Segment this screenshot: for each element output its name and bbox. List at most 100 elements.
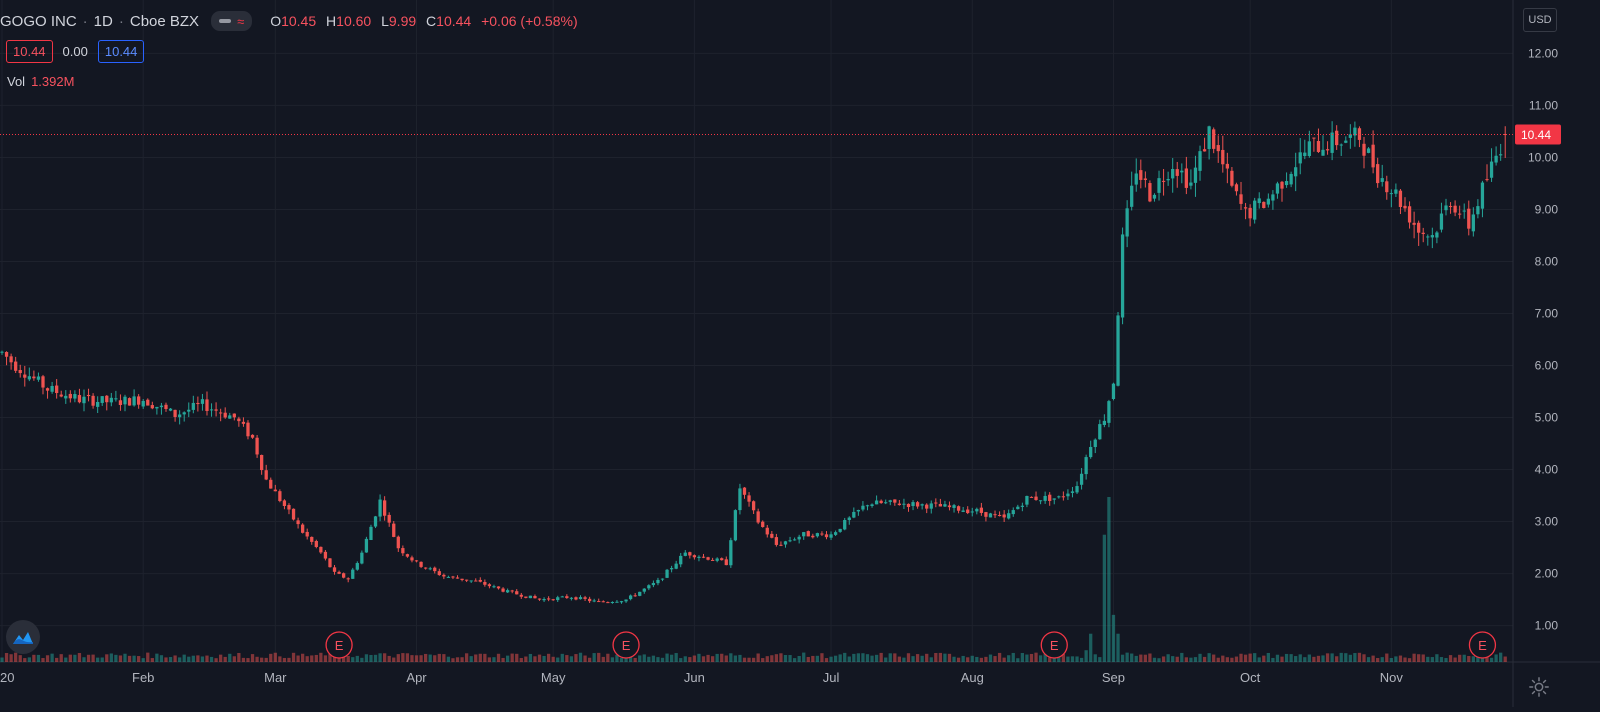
candle-body — [360, 552, 364, 564]
volume-bar — [505, 655, 510, 662]
candle-body — [792, 539, 797, 541]
volume-bar — [219, 654, 223, 662]
volume-bar — [246, 658, 250, 662]
volume-bar — [1467, 656, 1471, 662]
volume-bar — [569, 656, 574, 662]
candle-body — [1266, 198, 1270, 205]
candle-body — [1503, 134, 1507, 136]
volume-bar — [105, 654, 109, 662]
legend-toggle-button[interactable]: ≈ — [211, 11, 253, 31]
volume-bar — [833, 655, 838, 662]
earnings-marker — [1040, 631, 1068, 659]
candle-body — [1234, 184, 1239, 192]
candle-body — [925, 504, 929, 509]
candle-body — [1216, 145, 1220, 152]
candle-body — [984, 512, 988, 517]
tradingview-logo-icon[interactable] — [6, 620, 40, 654]
candle-body — [246, 422, 250, 437]
volume-bar — [223, 656, 227, 662]
volume-bar — [1066, 656, 1070, 662]
candle-body — [260, 454, 264, 471]
candle-body — [77, 395, 82, 403]
candle-body — [1020, 505, 1025, 507]
candle-body — [105, 395, 109, 403]
volume-bar — [423, 653, 428, 662]
volume-bar — [556, 657, 560, 662]
candle-body — [501, 588, 505, 592]
candle-body — [1385, 181, 1389, 193]
candle-body — [1107, 401, 1111, 423]
candle-body — [729, 540, 733, 566]
volume-bar — [1189, 657, 1193, 662]
y-tick-label: 10.00 — [1528, 150, 1558, 164]
candle-body — [1175, 169, 1179, 176]
volume-bar — [68, 654, 72, 662]
candle-body — [237, 418, 241, 422]
candle-body — [1198, 151, 1202, 171]
volume-bar — [1494, 654, 1498, 662]
candle-body — [109, 397, 113, 403]
candle-body — [751, 501, 756, 511]
candle-body — [155, 406, 159, 409]
volume-bar — [633, 657, 637, 662]
y-tick-label: 11.00 — [1529, 98, 1558, 112]
candle-body — [761, 521, 765, 527]
volume-bar — [888, 653, 892, 662]
symbol-name[interactable]: GOGO INC — [0, 12, 77, 30]
volume-bar — [1239, 653, 1243, 662]
candle-body — [241, 421, 246, 424]
interval-label[interactable]: 1D — [93, 12, 113, 30]
volume-bar — [1125, 652, 1129, 662]
volume-bar — [23, 658, 27, 662]
volume-bar — [1180, 652, 1184, 662]
candle-body — [1325, 149, 1330, 151]
candle-body — [1344, 140, 1348, 143]
buy-button[interactable]: 10.44 — [97, 40, 145, 63]
volume-bar — [260, 657, 264, 662]
candle-body — [1139, 170, 1143, 180]
volume-bar — [401, 653, 405, 662]
candle-body — [396, 536, 400, 549]
y-tick-label: 2.00 — [1535, 567, 1559, 581]
currency-button[interactable]: USD — [1523, 8, 1557, 32]
candle-body — [355, 563, 359, 570]
volume-bar — [574, 654, 578, 662]
volume-bar — [587, 657, 592, 662]
volume-bar — [829, 656, 833, 662]
volume-bar — [287, 657, 291, 662]
volume-bar — [1148, 653, 1152, 662]
candle-body — [86, 394, 91, 397]
candle-body — [715, 558, 719, 561]
volume-bar — [45, 655, 50, 662]
volume-bar — [870, 655, 874, 662]
volume-bar — [792, 658, 797, 662]
sell-button[interactable]: 10.44 — [6, 40, 53, 63]
candle-body — [546, 598, 551, 600]
earnings-label: E — [1050, 638, 1059, 653]
candle-body — [1444, 205, 1448, 211]
x-tick-label: 20 — [0, 670, 14, 685]
candle-body — [656, 579, 660, 584]
candle-body — [688, 552, 692, 556]
volume-bar — [788, 655, 792, 662]
candle-body — [1499, 154, 1503, 156]
volume-bar — [1389, 657, 1393, 662]
ohlc-values: O10.45 H10.60 L9.99 C10.44 +0.06 (+0.58%… — [270, 13, 578, 29]
volume-bar — [638, 655, 642, 662]
volume-bar — [1079, 657, 1084, 662]
candle-body — [647, 585, 651, 589]
gear-icon[interactable] — [1528, 676, 1550, 698]
candle-body — [952, 505, 956, 508]
volume-bar — [50, 653, 54, 662]
volume-bar — [1029, 653, 1034, 662]
candle-body — [132, 396, 136, 406]
volume-bar — [1362, 654, 1366, 662]
volume-legend[interactable]: Vol 1.392M — [7, 74, 74, 89]
volume-bar — [988, 654, 993, 662]
volume-bar — [373, 654, 378, 662]
candle-body — [1330, 132, 1334, 153]
volume-bar — [1471, 656, 1475, 662]
candle-body — [592, 600, 596, 602]
